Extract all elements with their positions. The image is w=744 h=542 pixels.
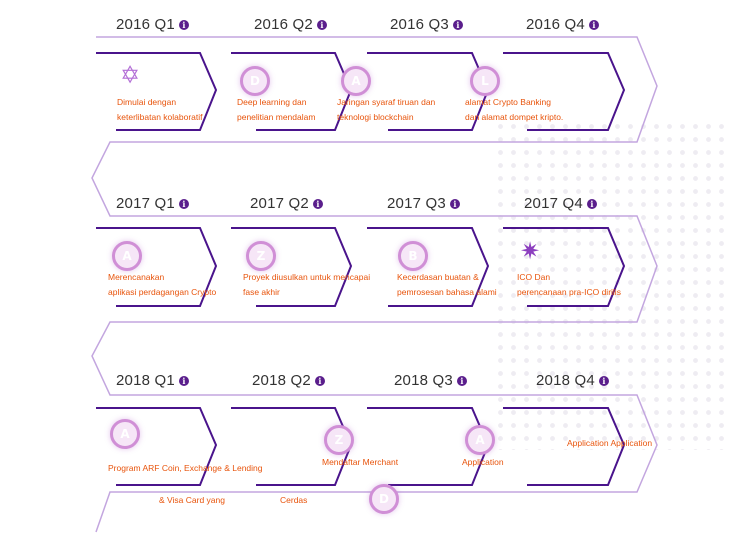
desc-line: ICO Dan bbox=[517, 272, 551, 282]
arrow-2016-q4 bbox=[503, 52, 626, 131]
info-icon[interactable]: i bbox=[598, 375, 609, 386]
info-icon[interactable]: i bbox=[178, 375, 189, 386]
hexagram-icon: ✡ bbox=[120, 62, 141, 89]
quarter-text: 2018 Q1 bbox=[116, 372, 175, 389]
quarter-text: 2017 Q1 bbox=[116, 195, 175, 212]
desc-line: pemrosesan bahasa alami bbox=[397, 287, 497, 297]
coin-icon: A bbox=[465, 425, 495, 455]
quarter-label-2018-q1: 2018 Q1 i bbox=[116, 372, 189, 389]
coin-icon: D bbox=[369, 484, 399, 514]
milestone-desc-2016-q3: Jaringan syaraf tiruan dan teknologi blo… bbox=[337, 95, 435, 125]
milestone-desc-2018-q2: Mendaftar Merchant bbox=[322, 455, 398, 470]
quarter-text: 2016 Q2 bbox=[254, 16, 313, 33]
coin-icon: A bbox=[112, 241, 142, 271]
desc-line: Kecerdasan buatan & bbox=[397, 272, 479, 282]
info-icon[interactable]: i bbox=[178, 198, 189, 209]
cerdas-text: Cerdas bbox=[280, 495, 308, 505]
milestone-desc-2018-q1: Program ARF Coin, Exchange & Lending bbox=[108, 461, 263, 476]
info-icon[interactable]: i bbox=[314, 375, 325, 386]
coin-icon: D bbox=[240, 66, 270, 96]
milestone-desc-2016-q2: Deep learning dan penelitian mendalam bbox=[237, 95, 315, 125]
quarter-text: 2016 Q1 bbox=[116, 16, 175, 33]
info-icon[interactable]: i bbox=[456, 375, 467, 386]
quarter-label-2016-q1: 2016 Q1 i bbox=[116, 16, 189, 33]
desc-line: keterlibatan kolaboratif bbox=[117, 112, 203, 122]
milestone-desc-2016-q1: Dimulai dengan keterlibatan kolaboratif bbox=[117, 95, 203, 125]
info-icon[interactable]: i bbox=[452, 19, 463, 30]
milestone-desc-2017-q1: Merencanakan aplikasi perdagangan Crypto bbox=[108, 270, 216, 300]
desc-line: Program ARF Coin, Exchange & Lending bbox=[108, 463, 263, 473]
quarter-label-2018-q4: 2018 Q4 i bbox=[536, 372, 609, 389]
arrow-2018-q1 bbox=[96, 407, 218, 486]
desc-line: fase akhir bbox=[243, 287, 280, 297]
quarter-label-2017-q2: 2017 Q2 i bbox=[250, 195, 323, 212]
quarter-label-2018-q3: 2018 Q3 i bbox=[394, 372, 467, 389]
quarter-text: 2016 Q4 bbox=[526, 16, 585, 33]
desc-line: dan alamat dompet kripto. bbox=[465, 112, 564, 122]
quarter-text: 2016 Q3 bbox=[390, 16, 449, 33]
quarter-text: 2018 Q2 bbox=[252, 372, 311, 389]
desc-line: aplikasi perdagangan Crypto bbox=[108, 287, 217, 297]
quarter-text: 2017 Q3 bbox=[387, 195, 446, 212]
info-icon[interactable]: i bbox=[312, 198, 323, 209]
coin-icon: A bbox=[110, 419, 140, 449]
timeline-snake-line bbox=[91, 36, 658, 533]
info-icon[interactable]: i bbox=[316, 19, 327, 30]
milestone-desc-2017-q4: ICO Dan perencanaan pra-ICO dirilis bbox=[517, 270, 621, 300]
desc-line: perencanaan pra-ICO dirilis bbox=[517, 287, 621, 297]
desc-line: Mendaftar Merchant bbox=[322, 457, 399, 467]
desc-line: Application bbox=[462, 457, 504, 467]
coin-icon: A bbox=[341, 66, 371, 96]
milestone-desc-2018-q3: Application bbox=[462, 455, 504, 470]
arrow-2017-q1 bbox=[96, 227, 218, 307]
arrow-2016-q1 bbox=[96, 52, 218, 131]
visa-card-text: & Visa Card yang bbox=[159, 495, 225, 505]
milestone-desc-2017-q3: Kecerdasan buatan & pemrosesan bahasa al… bbox=[397, 270, 497, 300]
quarter-text: 2018 Q3 bbox=[394, 372, 453, 389]
desc-line: Dimulai dengan bbox=[117, 97, 177, 107]
milestone-desc-2016-q4: alamat Crypto Banking dan alamat dompet … bbox=[465, 95, 563, 125]
starburst-icon: ✷ bbox=[520, 238, 541, 265]
desc-line: Proyek diusulkan untuk mencapai bbox=[243, 272, 371, 282]
arrow-2018-q4 bbox=[503, 407, 626, 486]
desc-line: Merencanakan bbox=[108, 272, 165, 282]
coin-icon: B bbox=[398, 241, 428, 271]
coin-icon: Z bbox=[324, 425, 354, 455]
arrow-2017-q4 bbox=[503, 227, 626, 307]
arrow-2017-q2 bbox=[231, 227, 353, 307]
milestone-desc-2018-q4: Application Application bbox=[567, 436, 652, 451]
desc-line: Application Application bbox=[567, 438, 653, 448]
quarter-label-2017-q3: 2017 Q3 i bbox=[387, 195, 460, 212]
quarter-label-2016-q2: 2016 Q2 i bbox=[254, 16, 327, 33]
info-icon[interactable]: i bbox=[586, 198, 597, 209]
desc-line: Jaringan syaraf tiruan dan bbox=[337, 97, 436, 107]
coin-icon: Z bbox=[246, 241, 276, 271]
quarter-label-2018-q2: 2018 Q2 i bbox=[252, 372, 325, 389]
desc-line: Deep learning dan bbox=[237, 97, 307, 107]
arrow-2017-q3 bbox=[367, 227, 490, 307]
quarter-label-2016-q3: 2016 Q3 i bbox=[390, 16, 463, 33]
quarter-label-2017-q1: 2017 Q1 i bbox=[116, 195, 189, 212]
desc-line: penelitian mendalam bbox=[237, 112, 316, 122]
quarter-label-2017-q4: 2017 Q4 i bbox=[524, 195, 597, 212]
info-icon[interactable]: i bbox=[588, 19, 599, 30]
milestone-desc-2017-q2: Proyek diusulkan untuk mencapai fase akh… bbox=[243, 270, 370, 300]
desc-line: alamat Crypto Banking bbox=[465, 97, 551, 107]
info-icon[interactable]: i bbox=[178, 19, 189, 30]
info-icon[interactable]: i bbox=[449, 198, 460, 209]
quarter-label-2016-q4: 2016 Q4 i bbox=[526, 16, 599, 33]
quarter-text: 2017 Q2 bbox=[250, 195, 309, 212]
quarter-text: 2017 Q4 bbox=[524, 195, 583, 212]
desc-line: teknologi blockchain bbox=[337, 112, 414, 122]
quarter-text: 2018 Q4 bbox=[536, 372, 595, 389]
coin-icon: L bbox=[470, 66, 500, 96]
